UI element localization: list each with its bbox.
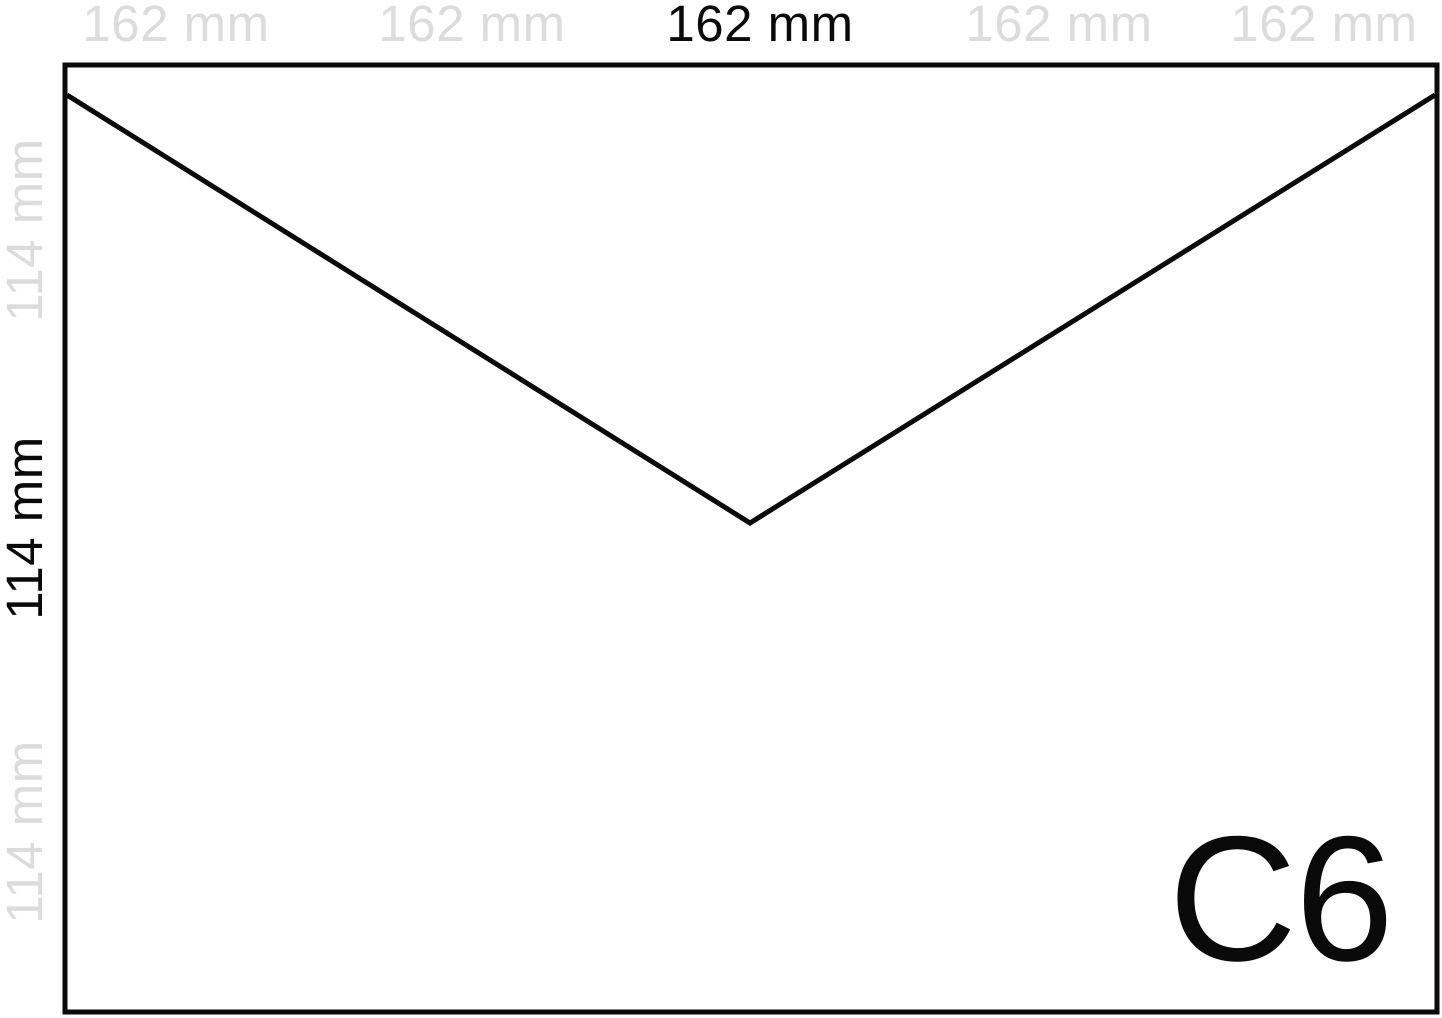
width-label-faded: 162 mm (82, 0, 270, 52)
envelope-flap (65, 92, 1437, 526)
envelope-format-label: C6 (1168, 799, 1394, 998)
width-label-faded: 162 mm (1230, 0, 1418, 52)
width-label: 162 mm (666, 0, 854, 52)
envelope-body (62, 62, 1440, 1015)
width-label-faded: 162 mm (378, 0, 566, 52)
width-label-faded: 162 mm (965, 0, 1153, 52)
